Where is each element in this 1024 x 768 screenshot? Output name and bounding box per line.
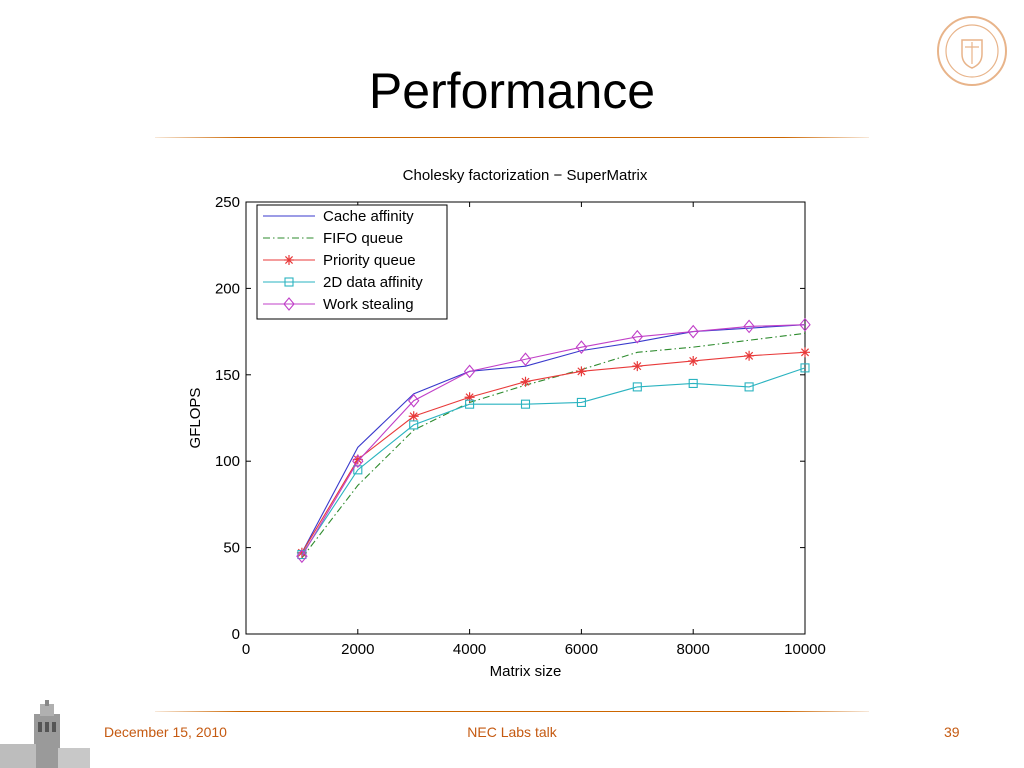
data-point [520,376,531,387]
series-2d-data-affinity [297,363,810,560]
data-point [520,399,531,409]
y-tick-label: 150 [215,367,240,384]
x-axis-label: Matrix size [490,663,562,680]
data-point [631,329,644,344]
legend-item: 2D data affinity [263,274,423,291]
legend-item: FIFO queue [263,230,403,247]
x-tick-label: 4000 [453,641,486,658]
series-line [301,367,806,555]
data-point [296,547,307,558]
y-tick-label: 0 [232,626,240,643]
data-point [463,364,476,379]
data-point [296,549,308,564]
slide-title: Performance [368,63,656,119]
data-point [519,352,532,367]
series-line [301,324,806,554]
data-point [464,392,475,403]
x-tick-label: 10000 [784,641,826,658]
data-point [687,324,699,339]
tower-logo-icon [0,700,90,768]
chart-title: Cholesky factorization − SuperMatrix [403,167,648,184]
footer-divider [155,711,869,712]
footer-talk-name: NEC Labs talk [467,724,557,740]
data-point [688,355,699,366]
data-point [800,363,810,373]
data-point [352,454,363,465]
legend-marker [284,255,294,265]
legend-label: Cache affinity [323,208,414,225]
y-axis-label: GFLOPS [187,388,204,449]
legend-item: Priority queue [263,252,416,269]
series-priority-queue [296,347,810,558]
data-point [744,350,755,361]
series-line [301,324,806,557]
legend-label: FIFO queue [323,230,403,247]
data-point [743,319,755,334]
title-divider [155,137,869,138]
x-tick-label: 0 [242,641,250,658]
data-point [575,340,588,355]
data-point [576,397,586,407]
y-tick-label: 200 [215,280,240,297]
series-line [301,351,806,554]
data-point [407,393,420,408]
data-point [408,411,419,422]
university-seal-icon [937,16,1007,86]
y-tick-label: 50 [223,540,240,557]
data-point [799,317,811,332]
data-point [800,347,810,358]
series-cache-affinity [301,324,806,554]
legend-marker [284,277,294,287]
x-tick-label: 2000 [341,641,374,658]
data-point [352,454,364,469]
data-point [632,361,643,372]
y-tick-label: 100 [215,453,240,470]
legend-marker [283,297,295,311]
data-point [576,366,587,377]
legend-item: Work stealing [263,296,414,313]
data-point [465,399,475,409]
x-tick-label: 6000 [565,641,598,658]
legend: Cache affinity FIFO queue Priority queue 2D… [256,204,448,320]
footer-date: December 15, 2010 [104,724,227,740]
legend-label: 2D data affinity [323,274,423,291]
legend-label: Work stealing [323,296,414,313]
legend-label: Priority queue [323,252,416,269]
data-point [688,378,698,388]
x-tick-label: 8000 [677,641,710,658]
line-chart: Cholesky factorization − SuperMatrix 0 20… [187,167,826,680]
footer-page-number: 39 [944,724,960,740]
data-point [744,382,754,392]
series-work-stealing [296,317,811,564]
data-point [409,420,419,430]
series-line [301,332,806,559]
legend-item: Cache affinity [263,208,414,225]
y-tick-label: 250 [215,194,240,211]
data-point [353,465,363,475]
data-point [632,382,642,392]
series-fifo-queue [301,332,806,559]
